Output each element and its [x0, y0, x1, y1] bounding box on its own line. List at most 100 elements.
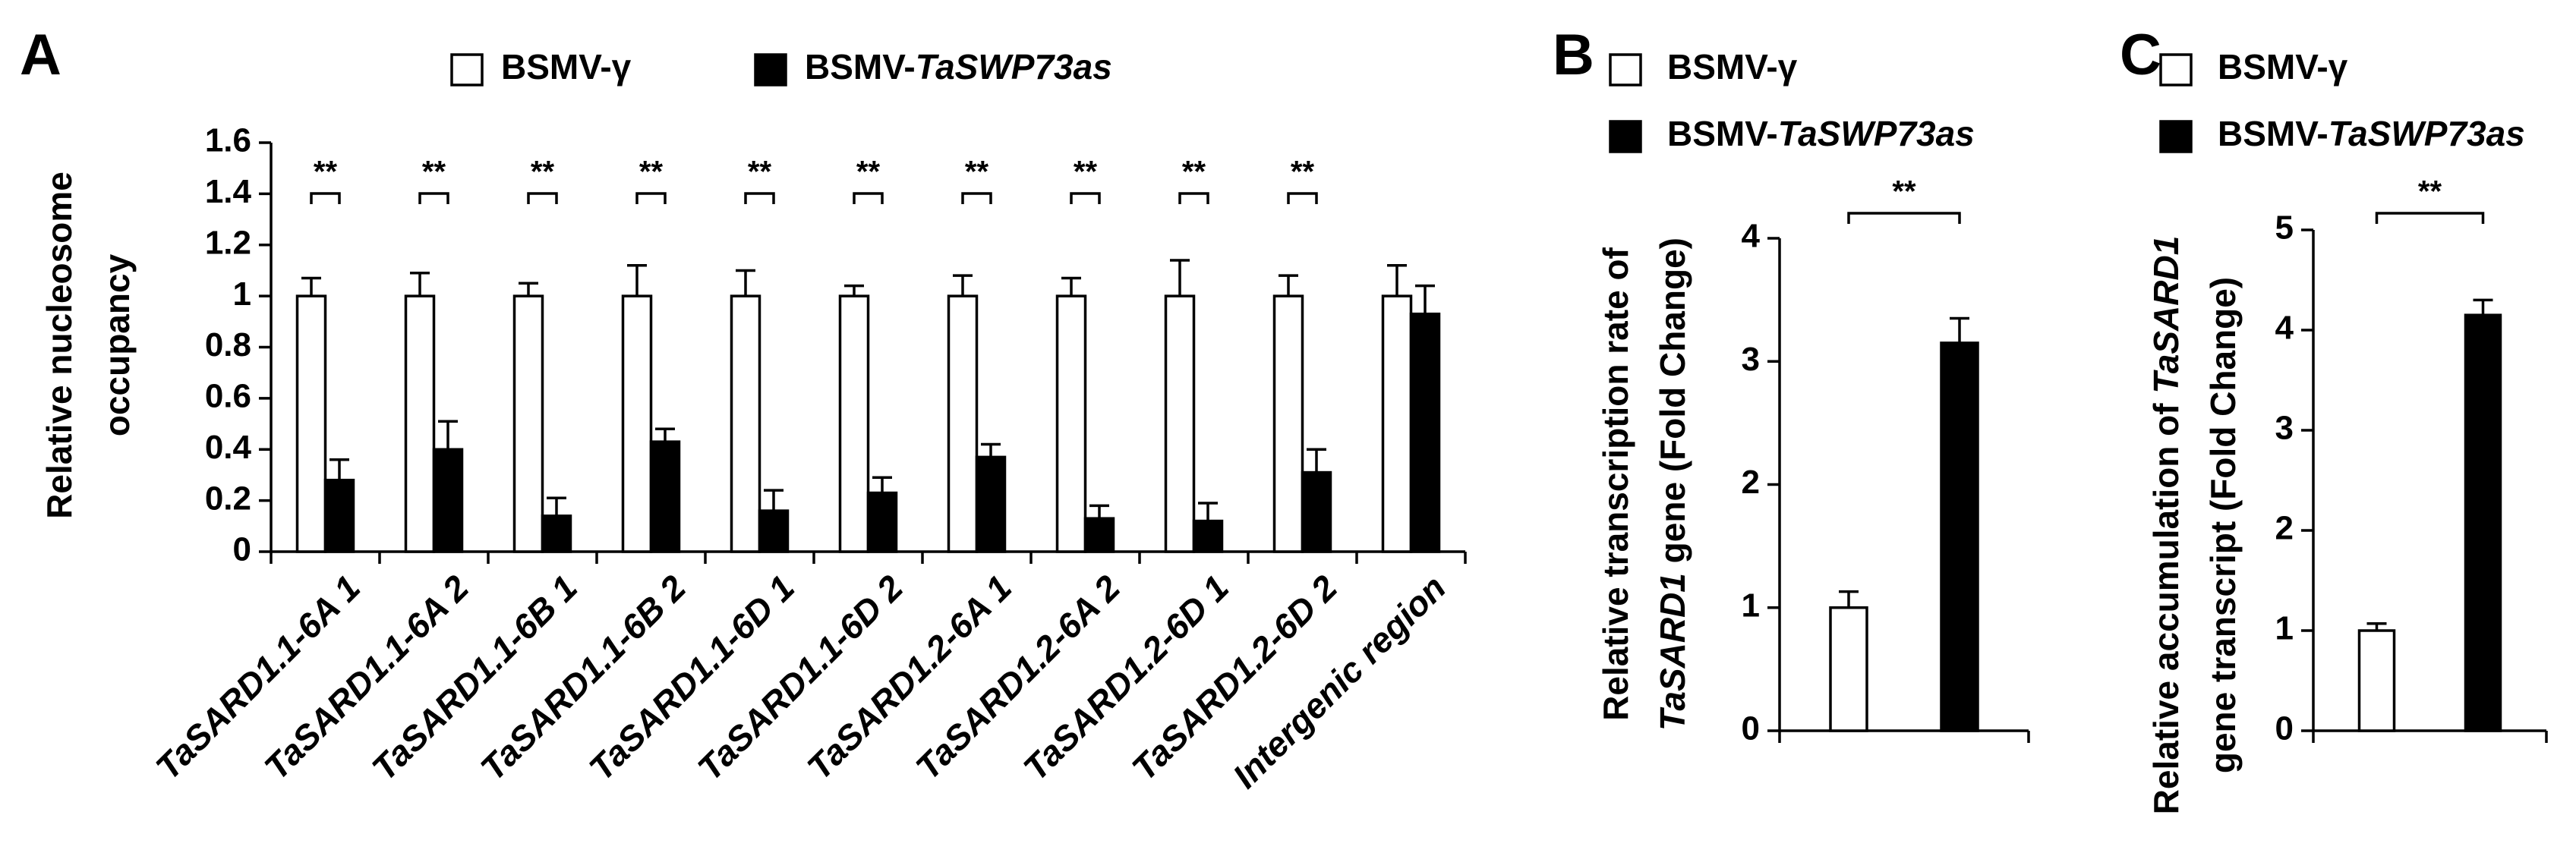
error-bar [953, 274, 973, 297]
y-tick-label: 1.4 [205, 173, 252, 210]
y-axis-label: TaSARD1 gene (Fold Change) [1653, 238, 1692, 731]
significance-label: ** [314, 156, 338, 189]
x-tick-label: TaSARD1.1-6B 2 [473, 568, 694, 788]
significance-bracket [418, 192, 449, 204]
significance-label: ** [1291, 156, 1315, 189]
error-bar [736, 269, 755, 297]
x-tick-label: TaSARD1.2-6D 1 [1016, 568, 1236, 788]
y-axis-label: occupancy [97, 253, 137, 436]
y-tick-label: 1 [1742, 587, 1760, 624]
error-bar [1279, 274, 1298, 297]
error-bar [410, 272, 430, 297]
y-axis-label-part: gene transcript (Fold Change) [2203, 277, 2243, 773]
y-tick-label: 0 [2275, 710, 2294, 747]
bar [1272, 294, 1304, 553]
legend-label: BSMV-TaSWP73as [805, 47, 1112, 87]
error-bar [844, 284, 864, 297]
error-bar [655, 427, 675, 442]
x-tick-label: Intergenic region [1225, 568, 1454, 796]
y-tick-label: 1 [2275, 610, 2294, 647]
bar [295, 294, 327, 553]
y-tick-label: 5 [2275, 209, 2294, 247]
y-axis-label: Relative nucleosome [39, 171, 79, 519]
significance-label: ** [1182, 156, 1206, 189]
error-bar [2473, 298, 2493, 316]
bar [404, 294, 436, 553]
error-bar [2366, 622, 2387, 631]
significance-label: ** [856, 156, 881, 189]
significance-bracket [1178, 192, 1209, 204]
significance-label: ** [531, 156, 555, 189]
bar [730, 294, 761, 553]
significance-bracket [961, 192, 992, 204]
y-tick-label: 0.6 [205, 378, 251, 415]
panel-letter: B [1553, 23, 1594, 87]
y-axis-label: gene transcript (Fold Change) [2203, 277, 2243, 773]
error-bar [1170, 259, 1190, 297]
bar [838, 294, 870, 553]
y-tick-label: 3 [1742, 341, 1760, 378]
panel-letter: A [20, 23, 61, 87]
error-bar [1415, 284, 1435, 314]
legend-swatch [2159, 53, 2193, 87]
legend-label: BSMV-TaSWP73as [2218, 114, 2525, 153]
legend-swatch [1609, 120, 1642, 153]
error-bar [1950, 316, 1969, 343]
y-axis-label-part: Relative nucleosome [39, 171, 79, 519]
y-tick-label: 3 [2275, 410, 2294, 447]
error-bar [329, 458, 349, 480]
y-tick-label: 4 [2275, 310, 2294, 347]
error-bar [519, 282, 538, 297]
y-tick-label: 0.4 [205, 429, 252, 466]
x-tick-label: TaSARD1.2-6A 2 [908, 568, 1128, 788]
y-tick-label: 2 [1742, 464, 1760, 501]
error-bar [872, 476, 892, 493]
bar [1409, 312, 1441, 553]
bar [1055, 294, 1087, 553]
significance-bracket [2375, 212, 2485, 224]
error-bar [1061, 276, 1081, 297]
legend-swatch [450, 53, 484, 87]
x-tick-label: TaSARD1.1-6A 1 [148, 568, 367, 787]
x-tick-label: TaSARD1.2-6D 2 [1124, 568, 1345, 788]
legend-label: BSMV-γ [501, 47, 632, 87]
significance-label: ** [639, 156, 664, 189]
error-bar [301, 276, 321, 297]
y-axis-label-part: gene (Fold Change) [1653, 238, 1692, 573]
significance-bracket [527, 192, 558, 204]
significance-label: ** [965, 156, 989, 189]
significance-label: ** [2418, 175, 2442, 209]
y-axis-label-part: TaSARD1 [1653, 573, 1692, 731]
legend-label: BSMV-γ [2218, 47, 2348, 87]
error-bar [981, 442, 1001, 458]
bar [512, 294, 544, 553]
y-axis-label-part: Relative accumulation of [2146, 394, 2186, 815]
legend-label: BSMV-γ [1667, 47, 1798, 87]
bar [1301, 470, 1332, 553]
bar [621, 294, 653, 553]
y-tick-label: 1.2 [205, 224, 251, 261]
x-tick-label: TaSARD1.1-6B 1 [364, 568, 585, 788]
y-tick-label: 0.8 [205, 326, 251, 363]
y-tick-label: 2 [2275, 510, 2294, 547]
error-bar [1307, 448, 1326, 473]
y-axis-label-part: TaSARD1 [2146, 236, 2186, 394]
bar [2357, 629, 2396, 732]
significance-label: ** [1074, 156, 1098, 189]
significance-bracket [744, 192, 775, 204]
error-bar [764, 489, 784, 511]
bar [541, 514, 572, 553]
bar [432, 448, 464, 553]
bar [975, 455, 1007, 553]
legend-swatch [1609, 53, 1642, 87]
legend-label: BSMV-TaSWP73as [1667, 114, 1975, 153]
legend-swatch [754, 53, 787, 87]
y-tick-label: 0.2 [205, 480, 251, 517]
bar [649, 440, 681, 553]
bar [947, 294, 979, 553]
y-axis-label: Relative transcription rate of [1596, 247, 1635, 720]
x-tick-label: TaSARD1.1-6A 2 [257, 568, 477, 788]
bar [1940, 341, 1979, 732]
significance-bracket [1287, 192, 1318, 204]
